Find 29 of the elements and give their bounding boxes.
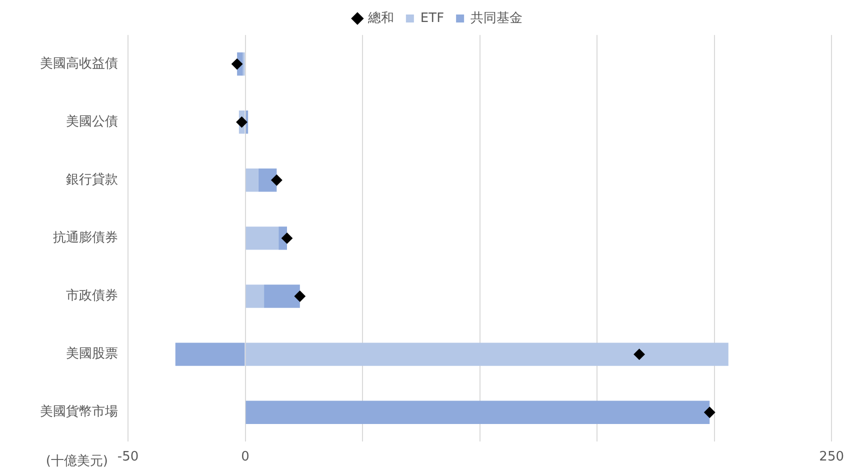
y-tick-label: 抗通膨債券 (53, 230, 118, 246)
legend-label: 共同基金 (470, 10, 523, 26)
point (282, 232, 293, 244)
bar (175, 342, 245, 366)
y-tick-label: 美國公債 (66, 113, 118, 130)
point (704, 406, 716, 418)
bar (258, 168, 277, 192)
x-tick-label: 0 (241, 450, 250, 465)
legend-label: 總和 (366, 10, 394, 26)
point (294, 290, 306, 302)
bar (246, 226, 279, 250)
point (232, 58, 243, 70)
y-tick-label: 美國高收益債 (40, 55, 118, 72)
bar (246, 400, 710, 424)
y-tick-label: 美國股票 (66, 346, 118, 362)
y-tick-label: 市政債券 (66, 288, 118, 304)
point (634, 348, 645, 360)
bar (246, 342, 728, 366)
x-tick-label: -50 (117, 450, 139, 465)
y-tick-label: 銀行貸款 (66, 172, 118, 188)
point (271, 174, 282, 186)
bar (264, 284, 300, 308)
bar (246, 284, 264, 308)
y-tick-label: 美國貨幣市場 (40, 404, 118, 420)
x-tick-label: 250 (819, 450, 844, 465)
legend-label: ETF (420, 10, 444, 26)
x-axis-title: (十億美元) (46, 452, 108, 469)
bar (246, 168, 258, 192)
point (236, 116, 248, 128)
